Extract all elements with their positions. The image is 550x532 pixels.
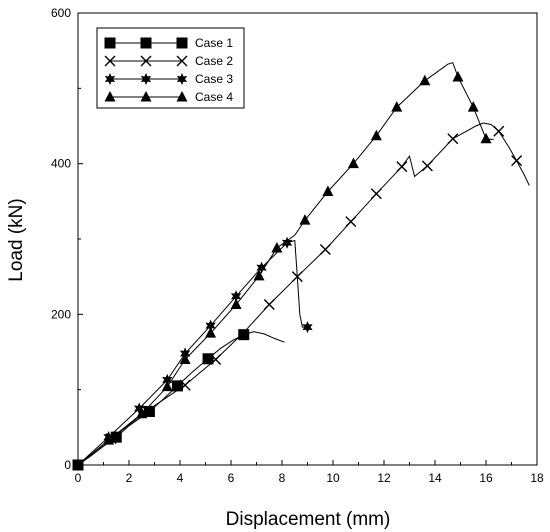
case-4-marker bbox=[179, 353, 191, 365]
case-2-marker bbox=[263, 299, 275, 311]
case-4-marker bbox=[299, 214, 311, 225]
legend-marker-case-2 bbox=[104, 55, 116, 67]
case-3-marker bbox=[230, 290, 242, 303]
case-1-marker bbox=[202, 353, 214, 365]
x-tick-label: 0 bbox=[75, 471, 82, 485]
case-1-marker bbox=[171, 380, 183, 392]
case-4-marker bbox=[452, 71, 464, 82]
legend-label-case-1: Case 1 bbox=[195, 36, 233, 50]
curves-layer bbox=[72, 62, 530, 471]
legend-marker-case-1 bbox=[140, 37, 152, 49]
case-4-marker bbox=[391, 101, 403, 112]
x-tick-label: 14 bbox=[428, 471, 442, 485]
case-1-marker bbox=[143, 406, 155, 418]
case-1-marker bbox=[238, 329, 250, 341]
case-2-marker bbox=[210, 354, 222, 366]
case-3-curve bbox=[77, 239, 308, 466]
y-tick-label: 400 bbox=[51, 157, 71, 171]
case-4-marker bbox=[322, 185, 334, 197]
case-4-marker bbox=[205, 327, 217, 338]
y-tick-label: 0 bbox=[64, 458, 71, 472]
case-3-marker bbox=[205, 319, 216, 332]
case-2-marker bbox=[396, 161, 408, 173]
case-3-marker bbox=[162, 373, 173, 386]
x-tick-label: 2 bbox=[126, 471, 133, 485]
case-4-marker bbox=[347, 157, 359, 169]
case-1-marker bbox=[110, 431, 122, 443]
x-tick-label: 4 bbox=[177, 471, 184, 485]
case-2-marker bbox=[421, 160, 433, 172]
x-tick-label: 18 bbox=[530, 471, 544, 485]
case-2-marker bbox=[179, 379, 191, 391]
legend-marker-case-2 bbox=[176, 55, 188, 67]
legend-marker-case-4 bbox=[140, 91, 152, 102]
case-4-marker bbox=[467, 101, 479, 112]
case-3-marker bbox=[134, 402, 145, 415]
case-2-marker bbox=[447, 133, 459, 145]
x-tick-label: 8 bbox=[279, 471, 286, 485]
case-2-marker bbox=[345, 216, 357, 228]
case-4-curve bbox=[77, 62, 494, 466]
case-4-marker bbox=[480, 132, 492, 144]
legend-marker-case-3 bbox=[176, 73, 188, 85]
case-4-marker bbox=[103, 434, 115, 445]
case-3-marker bbox=[256, 261, 267, 274]
x-tick-label: 12 bbox=[377, 471, 391, 485]
legend-marker-case-4 bbox=[176, 91, 188, 102]
case-3-marker bbox=[302, 321, 313, 334]
case-3-marker bbox=[281, 236, 293, 249]
x-tick-label: 6 bbox=[228, 471, 235, 485]
legend-marker-case-2 bbox=[140, 55, 152, 67]
case-2-marker bbox=[370, 188, 382, 200]
case-4-marker bbox=[370, 129, 382, 141]
x-tick-label: 16 bbox=[479, 471, 493, 485]
case-2-marker bbox=[493, 125, 505, 137]
x-tick-label: 10 bbox=[326, 471, 340, 485]
legend-label-case-2: Case 2 bbox=[195, 54, 233, 68]
legend-marker-case-4 bbox=[104, 91, 116, 102]
case-4-marker bbox=[136, 407, 148, 419]
legend-marker-case-3 bbox=[104, 73, 116, 85]
case-2-marker bbox=[511, 155, 523, 167]
case-4-marker bbox=[419, 74, 431, 86]
y-tick-label: 200 bbox=[51, 307, 71, 321]
case-4-marker bbox=[253, 269, 265, 281]
legend-marker-case-1 bbox=[104, 37, 116, 49]
legend-marker-case-1 bbox=[176, 37, 188, 49]
legend-box bbox=[96, 27, 245, 109]
x-axis-title: Displacement (mm) bbox=[226, 509, 391, 530]
y-axis-title: Load (kN) bbox=[6, 198, 27, 281]
case-4-marker bbox=[161, 380, 173, 392]
legend-label-case-3: Case 3 bbox=[195, 72, 233, 86]
case-4-marker bbox=[271, 242, 283, 253]
y-tick-label: 600 bbox=[51, 6, 71, 20]
legend-label-case-4: Case 4 bbox=[195, 90, 233, 104]
case-4-marker bbox=[230, 298, 242, 310]
case-3-marker bbox=[179, 347, 191, 360]
case-2-marker bbox=[319, 244, 331, 256]
legend: Case 1 Case 2 Case 3 Case 4 bbox=[96, 27, 245, 109]
ticks-layer: 0 2 4 6 8 10 12 14 16 18 0 200 400 600 bbox=[51, 6, 544, 485]
legend-marker-case-3 bbox=[140, 73, 152, 85]
